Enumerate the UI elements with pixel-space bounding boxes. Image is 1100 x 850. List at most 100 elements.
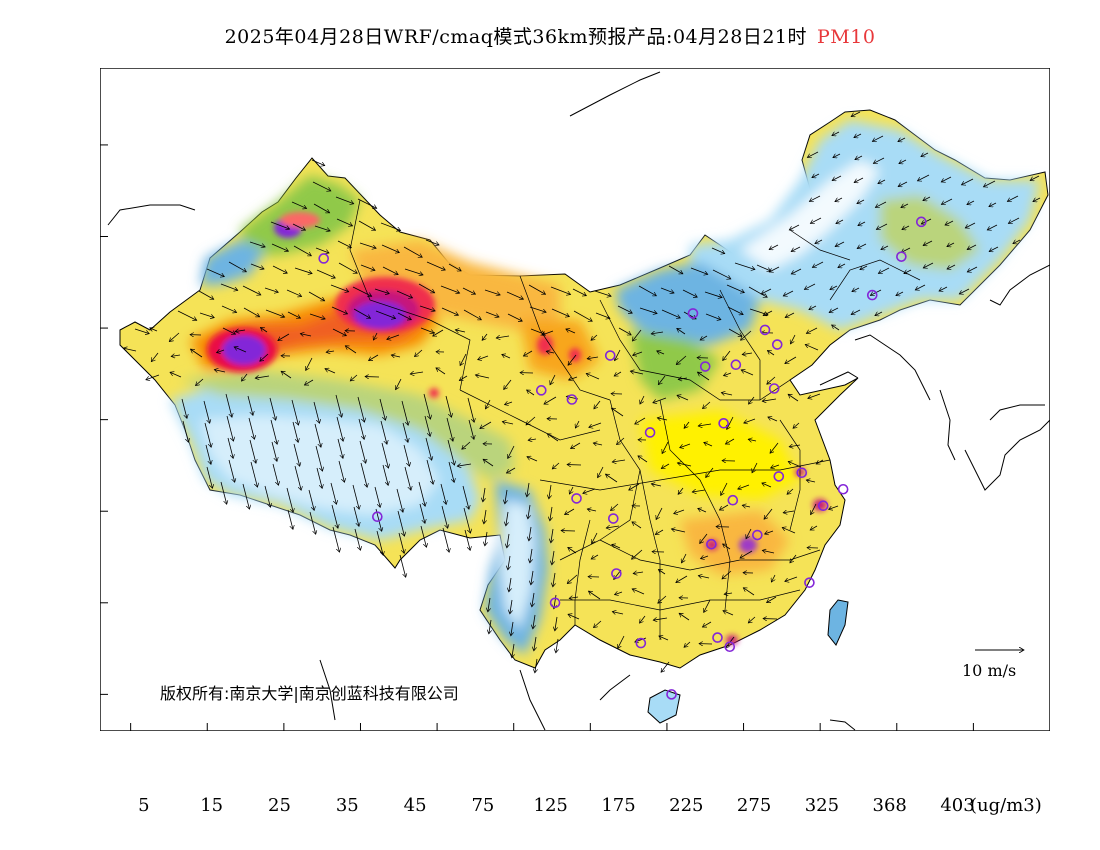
wind-arrow [272, 463, 278, 485]
wind-arrow [591, 334, 598, 340]
wind-arrow [1033, 197, 1041, 202]
wind-arrow [651, 484, 662, 486]
wind-arrow [287, 509, 293, 529]
wind-arrow [182, 420, 188, 442]
wind-arrow [264, 485, 270, 507]
wind-arrow [902, 225, 910, 230]
wind-arrow [198, 290, 214, 299]
lon-label: 105E [571, 738, 611, 756]
wind-arrow [374, 288, 389, 294]
wind-arrow [723, 544, 731, 550]
wind-arrow [358, 220, 376, 230]
wind-arrow [787, 488, 794, 494]
wind-arrow [595, 312, 610, 318]
wind-arrow [878, 267, 890, 273]
wind-arrow [442, 527, 449, 552]
wind-arrow [618, 327, 631, 335]
wind-arrow [227, 437, 233, 458]
wind-arrow [858, 221, 866, 226]
wind-arrow [234, 347, 247, 353]
wind-arrow [447, 439, 454, 465]
wind-arrow [702, 621, 712, 627]
wind-arrow [250, 263, 264, 269]
wind-arrow [551, 308, 569, 317]
wind-arrow [294, 465, 301, 490]
wind-arrow [612, 612, 624, 614]
wind-arrow [676, 355, 687, 365]
pollutant-label: PM10 [817, 26, 876, 48]
wind-arrow [632, 522, 642, 529]
hotspot-wuhan [739, 537, 757, 553]
wind-arrow [594, 400, 601, 409]
wind-arrow [655, 529, 664, 535]
station-marker [724, 641, 736, 653]
wind-arrow [264, 287, 278, 292]
wind-arrow [169, 332, 180, 342]
wind-arrow [989, 202, 997, 207]
wind-arrow [947, 242, 955, 247]
wind-arrow [872, 135, 884, 141]
wind-arrow [965, 222, 976, 228]
wind-arrow [181, 398, 187, 418]
wind-arrow [293, 245, 311, 256]
wind-arrow [457, 464, 472, 466]
station-marker [866, 289, 878, 301]
wind-arrow [316, 269, 335, 278]
wind-arrow [170, 372, 182, 378]
wind-arrow [829, 505, 839, 509]
wind-arrow [588, 591, 601, 600]
wind-arrow [771, 574, 776, 582]
wind-arrow [700, 335, 708, 340]
wind-arrow [653, 397, 667, 403]
wind-arrow [206, 268, 224, 277]
wind-arrow [464, 529, 470, 550]
wind-arrow [568, 354, 577, 365]
wind-arrow [419, 305, 435, 311]
wind-arrow [424, 415, 430, 436]
wind-arrow [423, 393, 430, 419]
wind-arrow [489, 619, 491, 634]
wind-arrow [380, 222, 401, 230]
wind-arrow [660, 287, 674, 293]
wind-arrow [569, 597, 579, 598]
wind-arrow [171, 355, 181, 356]
wind-arrow [265, 309, 285, 317]
wind-arrow [190, 349, 203, 358]
wind-arrow [704, 599, 711, 612]
wind-arrow [199, 312, 214, 318]
wind-arrow [833, 153, 841, 158]
wind-arrow [656, 507, 663, 520]
wind-arrow [508, 445, 515, 458]
lon-label: 85E [269, 738, 299, 756]
wind-arrow [216, 350, 225, 353]
wind-arrow [206, 466, 212, 488]
wind-arrow [455, 330, 466, 332]
wind-arrow [401, 400, 408, 425]
station-marker [318, 253, 330, 264]
wind-arrow [587, 509, 597, 511]
wind-arrow [633, 351, 643, 355]
wind-arrow [425, 239, 439, 245]
wind-arrow [291, 201, 307, 208]
wind-arrow [723, 350, 731, 360]
wind-arrow [805, 344, 819, 351]
wind-arrow [901, 203, 909, 208]
wind-vectors [123, 111, 1041, 673]
wind-arrow [332, 526, 339, 552]
wind-arrow [791, 268, 802, 274]
wind-arrow [854, 177, 864, 183]
wind-arrow [566, 329, 576, 334]
lon-label: 90E [345, 738, 375, 756]
lat-label: 45N [60, 227, 92, 245]
wind-arrow [550, 374, 556, 385]
lon-label: 75E [116, 738, 146, 756]
wind-arrow [788, 461, 802, 468]
wind-arrow [381, 244, 399, 253]
wind-arrow [315, 247, 329, 253]
wind-arrow [575, 420, 580, 428]
wind-arrow [959, 288, 970, 294]
wind-arrow [605, 474, 618, 483]
wind-arrow [586, 373, 600, 380]
wind-arrow [528, 504, 530, 519]
wind-arrow [359, 440, 366, 463]
